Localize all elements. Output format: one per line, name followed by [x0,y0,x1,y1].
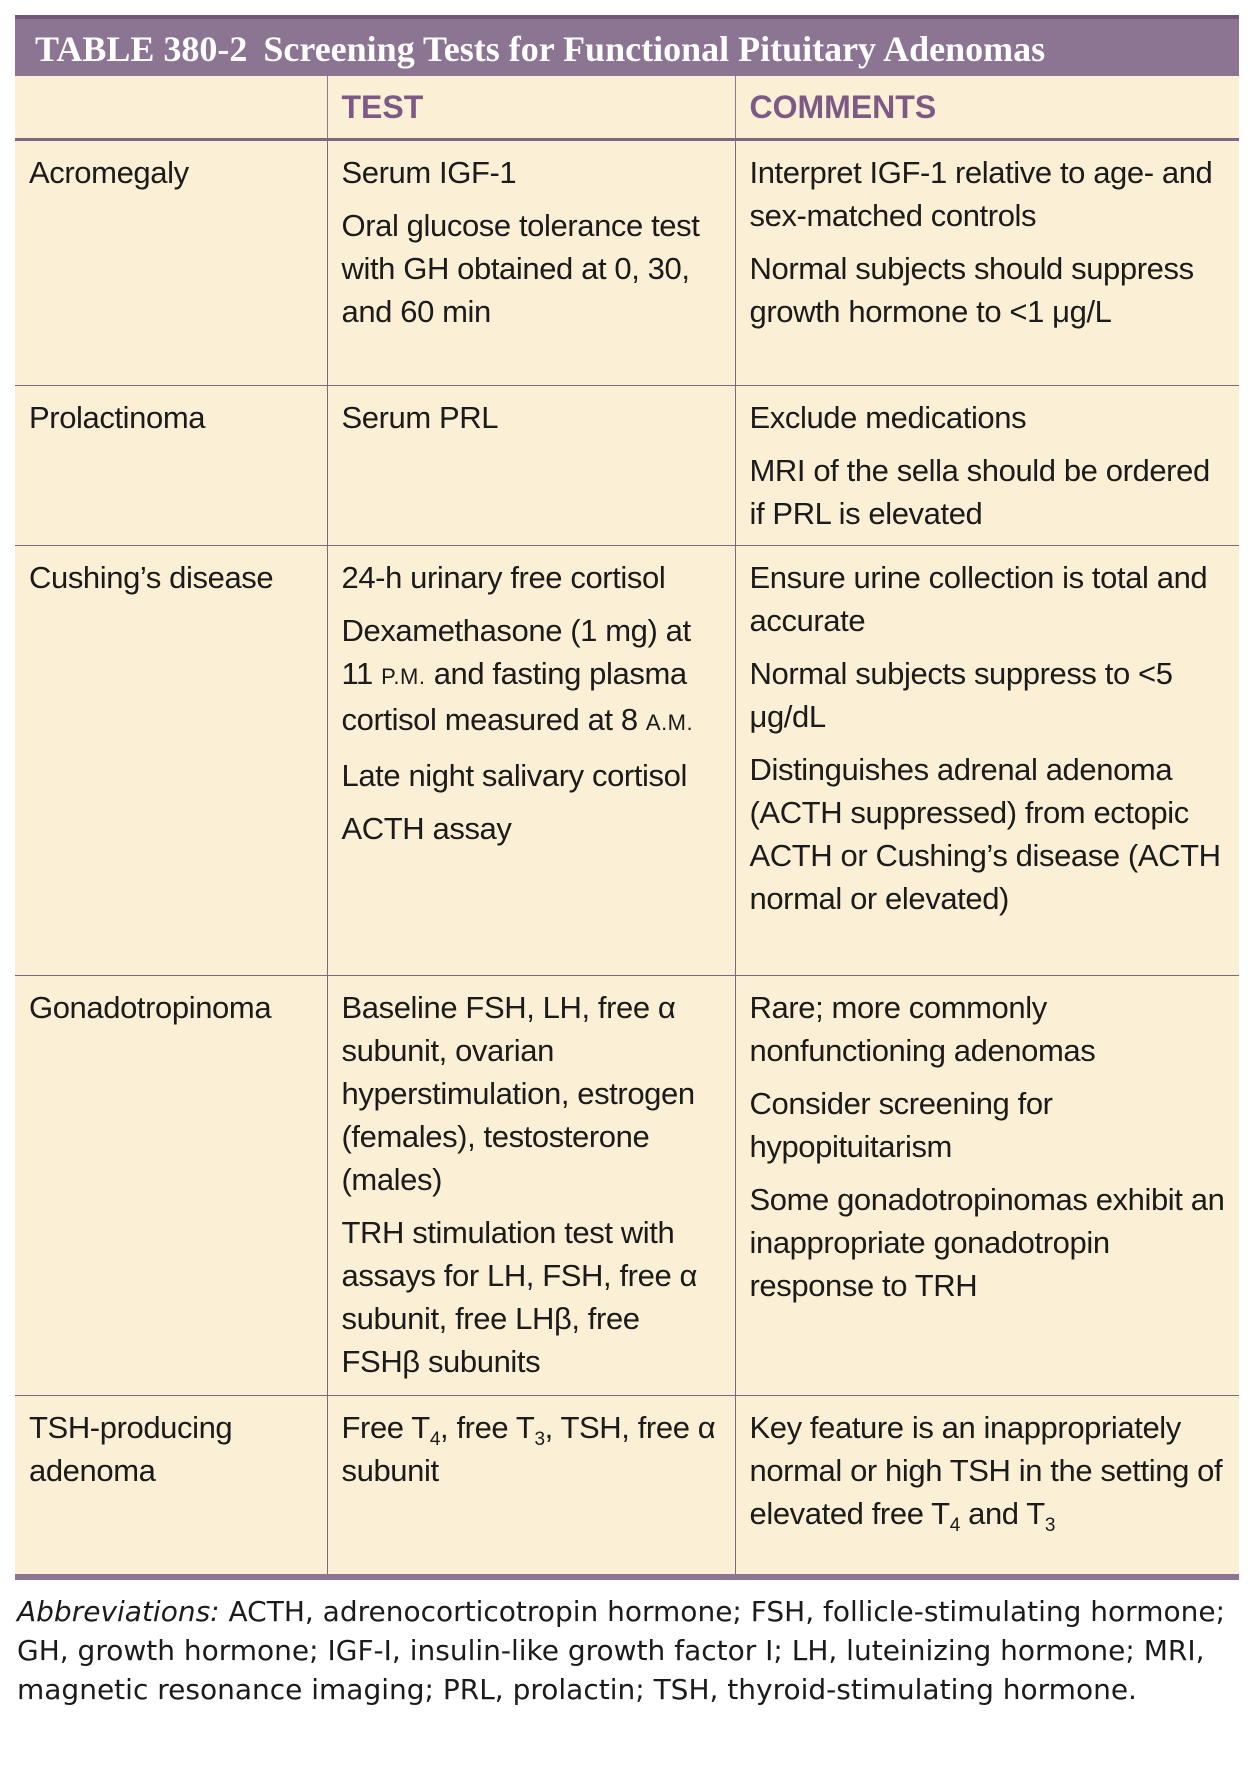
condition-cell: Acromegaly [29,155,189,190]
test-text: Free T [341,1410,431,1445]
footnote-label: Abbreviations: [17,1594,220,1628]
test-text: , free T [440,1410,535,1445]
comment-cell: Interpret IGF-1 relative to age- and sex… [734,139,1239,386]
test-text: Dexamethasone (1 mg) at 11 [341,613,692,691]
comment-item: Normal subjects should suppress growth h… [749,251,1195,329]
comment-item: MRI of the sella should be ordered if PR… [749,453,1211,531]
test-item: Serum PRL [341,400,499,435]
header-comments: COMMENTS [734,76,1239,141]
table-title: Screening Tests for Functional Pituitary… [263,29,1046,69]
test-cell: Serum IGF-1 Oral glucose tolerance test … [326,139,735,386]
table-row-gonadotropinoma: Gonadotropinoma Baseline FSH, LH, free α… [15,975,1239,1396]
test-cell: Free T4, free T3, TSH, free α subunit [326,1395,735,1574]
condition-cell: Prolactinoma [15,385,327,546]
comment-cell: Ensure urine collection is total and acc… [734,545,1239,976]
test-item: Baseline FSH, LH, free α subunit, ovaria… [341,990,696,1197]
comment-text: Key feature is an inappropriately normal… [749,1410,1223,1531]
header-test: TEST [326,76,735,141]
test-text: and fasting plasma cortisol measured at … [341,656,688,737]
comment-item: Consider screening for hypopituitarism [749,1086,1053,1164]
comment-cell: Rare; more commonly nonfunctioning adeno… [734,975,1239,1396]
comment-item: Ensure urine collection is total and acc… [749,560,1208,638]
test-cell: 24-h urinary free cortisol Dexamethasone… [326,545,735,976]
test-item: Dexamethasone (1 mg) at 11 P.M. and fast… [342,609,721,744]
comment-item: Exclude medications [749,400,1027,435]
footnote-text: ACTH, adrenocorticotropin hormone; FSH, … [17,1594,1226,1706]
subscript: 3 [534,1429,545,1450]
table-number: TABLE 380-2 [35,29,248,69]
time-am: A.M. [645,710,694,735]
comment-item: Distinguishes adrenal adenoma (ACTH supp… [749,752,1222,916]
test-item: TRH stimulation test with assays for LH,… [341,1215,698,1379]
test-text: , TSH, free α subunit [341,1410,716,1488]
table-row-cushings: Cushing’s disease 24-h urinary free cort… [15,545,1239,976]
test-item: Oral glucose tolerance test with GH obta… [341,208,700,329]
header-condition [15,76,327,141]
comment-item: Normal subjects suppress to <5 μg/dL [749,656,1173,734]
table-title-bar: TABLE 380-2 Screening Tests for Functiona… [15,15,1239,76]
test-cell: Baseline FSH, LH, free α subunit, ovaria… [326,975,735,1396]
abbreviations-footnote: Abbreviations: ACTH, adrenocorticotropin… [15,1592,1227,1709]
bottom-rule [15,1573,1239,1580]
table-row-tsh-adenoma: TSH-producing adenoma Free T4, free T3, … [15,1395,1239,1574]
time-pm: P.M. [381,664,426,689]
header-row: TEST COMMENTS [15,76,1239,141]
comment-item: Key feature is an inappropriately normal… [750,1406,1226,1535]
test-item: Free T4, free T3, TSH, free α subunit [342,1406,721,1492]
subscript: 4 [949,1515,961,1536]
subscript: 4 [429,1429,441,1450]
comment-cell: Key feature is an inappropriately normal… [734,1395,1239,1574]
condition-cell: TSH-producing adenoma [15,1395,327,1574]
subscript: 3 [1044,1515,1056,1536]
table-row-acromegaly: Acromegaly Serum IGF-1 Oral glucose tole… [15,139,1239,386]
test-item: Serum IGF-1 [341,155,517,190]
test-item: ACTH assay [341,811,512,846]
condition-cell: Cushing’s disease [15,545,327,976]
comment-item: Interpret IGF-1 relative to age- and sex… [749,155,1213,233]
comment-item: Some gonadotropinomas exhibit an inappro… [749,1182,1225,1303]
test-cell: Serum PRL [326,385,735,546]
comment-text: and T [959,1496,1045,1531]
table-row-prolactinoma: Prolactinoma Serum PRL Exclude medicatio… [15,385,1239,546]
screening-tests-table: TEST COMMENTS Acromegaly Serum IGF-1 Ora… [15,76,1239,1574]
comment-cell: Exclude medications MRI of the sella sho… [734,385,1239,546]
table-figure: TABLE 380-2 Screening Tests for Functiona… [15,15,1239,1709]
test-item: 24-h urinary free cortisol [341,560,666,595]
comment-item: Rare; more commonly nonfunctioning adeno… [749,990,1096,1068]
test-item: Late night salivary cortisol [341,758,688,793]
condition-cell: Gonadotropinoma [15,975,327,1396]
